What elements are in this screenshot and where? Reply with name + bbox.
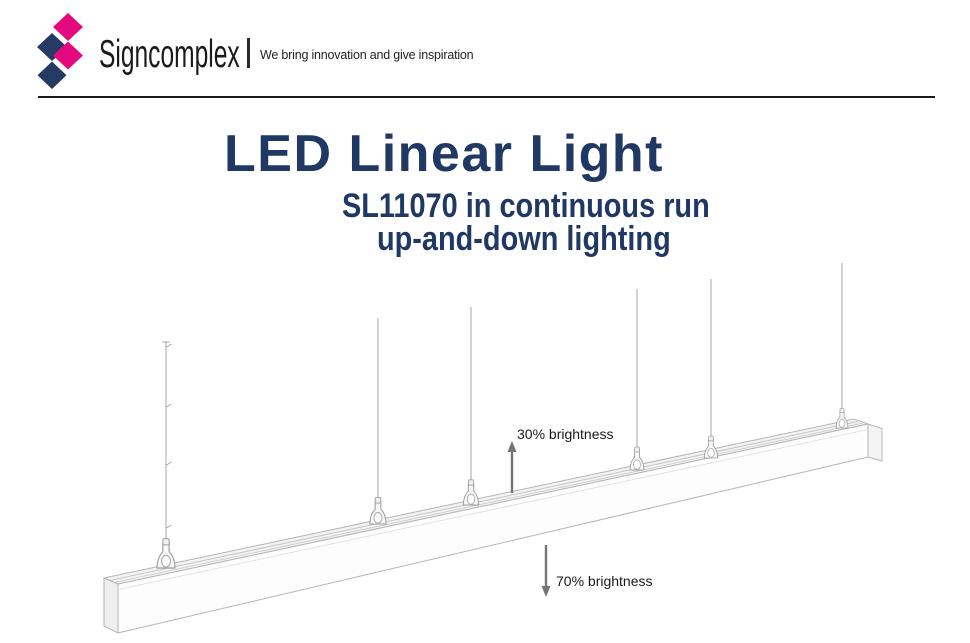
light-bar-left-end-cap — [103, 577, 119, 634]
brand-separator — [247, 38, 250, 68]
suspension-rail-line-2 — [114, 422, 863, 583]
light-bar-front-face — [117, 423, 869, 634]
up-arrow-icon — [507, 441, 517, 493]
header: Signcomplex We bring innovation and give… — [0, 0, 970, 100]
header-rule — [38, 96, 935, 98]
subtitle-line-2: up-and-down lighting — [377, 220, 671, 258]
down-light-brightness-label: 70% brightness — [556, 573, 653, 589]
page-title: LED Linear Light — [224, 125, 664, 183]
suspension-wires — [162, 263, 843, 542]
up-light-brightness-label: 30% brightness — [517, 426, 614, 442]
annotation-arrows — [507, 441, 551, 597]
wire-tick-4 — [166, 524, 172, 529]
front-face-groove-line — [117, 429, 869, 590]
wire-mount-4 — [629, 446, 645, 471]
wire-tick-3 — [166, 461, 172, 466]
wire-mount-3 — [462, 479, 480, 506]
brand-tagline: We bring innovation and give inspiration — [260, 48, 474, 62]
wire-mount-6 — [835, 408, 849, 429]
suspension-rail-line-1 — [110, 421, 859, 581]
logo-diamond-navy-2 — [37, 61, 67, 89]
brand-name: Signcomplex — [99, 33, 240, 76]
light-bar — [102, 418, 883, 634]
wire-mount-1 — [156, 538, 176, 569]
subtitle-line-1: SL11070 in continuous run — [342, 187, 710, 225]
wire-tick-1 — [166, 343, 172, 348]
light-bar-right-end-cap — [867, 423, 883, 462]
down-arrow-icon — [541, 545, 551, 597]
logo-diamond-pink-1 — [53, 13, 83, 41]
logo-diamond-pink-2 — [53, 41, 83, 70]
logo-diamonds-icon — [37, 13, 83, 89]
wire-tick-2 — [166, 403, 172, 408]
wire-mounts — [156, 408, 849, 569]
wire-mount-2 — [369, 496, 387, 525]
wire-mount-5 — [703, 435, 719, 459]
